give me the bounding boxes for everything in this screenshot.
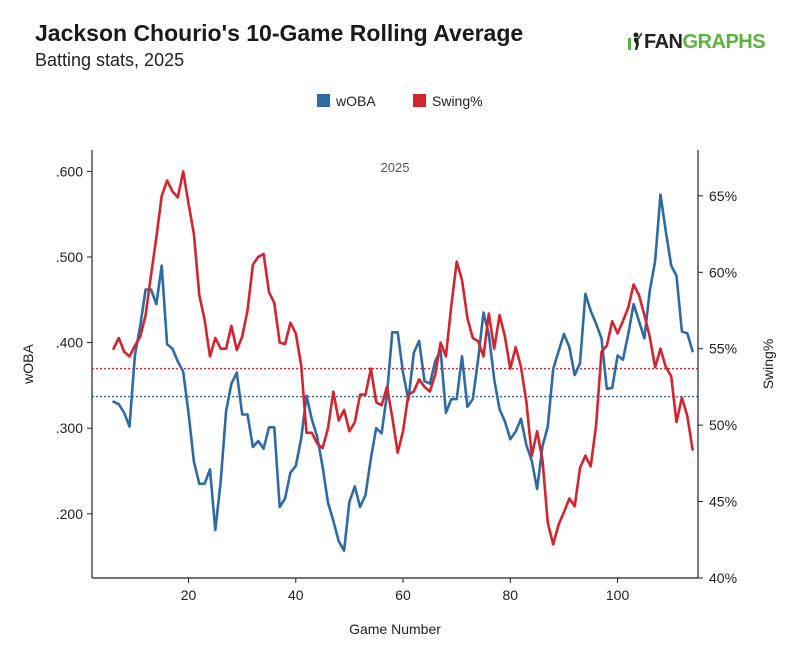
y-left-tick-label: .400 <box>56 335 83 351</box>
y-right-tick-label: 55% <box>709 341 737 357</box>
x-axis-label: Game Number <box>349 621 441 637</box>
y-right-tick-label: 45% <box>709 494 737 510</box>
chart-title: Jackson Chourio's 10-Game Rolling Averag… <box>35 20 524 46</box>
y-left-tick-label: .200 <box>56 506 83 522</box>
logo-graphs-text: GRAPHS <box>682 31 766 53</box>
y-left-tick-label: .300 <box>56 420 83 436</box>
logo-fan-text: FAN <box>644 31 683 53</box>
x-tick-label: 100 <box>606 587 630 603</box>
x-tick-label: 20 <box>181 587 197 603</box>
legend-swatch <box>413 94 426 107</box>
chart-subtitle: Batting stats, 2025 <box>35 50 185 70</box>
legend-label: Swing% <box>432 93 483 109</box>
y-right-tick-label: 65% <box>709 188 737 204</box>
y-right-axis-label: Swing% <box>760 339 776 390</box>
x-tick-label: 80 <box>503 587 519 603</box>
y-left-tick-label: .600 <box>56 163 83 179</box>
legend-swatch <box>317 94 330 107</box>
y-right-tick-label: 40% <box>709 570 737 586</box>
x-tick-label: 40 <box>288 587 304 603</box>
woba-series-line <box>112 193 694 552</box>
y-left-tick-label: .500 <box>56 249 83 265</box>
x-tick-label: 60 <box>395 587 411 603</box>
y-right-tick-label: 60% <box>709 264 737 280</box>
panel-label: 2025 <box>381 160 410 175</box>
batter-icon <box>628 32 642 50</box>
swing-series-line <box>112 170 694 546</box>
y-right-tick-label: 50% <box>709 417 737 433</box>
y-left-axis-label: wOBA <box>20 344 36 385</box>
fangraphs-logo: FANGRAPHS <box>628 31 766 54</box>
legend-label: wOBA <box>335 93 376 109</box>
